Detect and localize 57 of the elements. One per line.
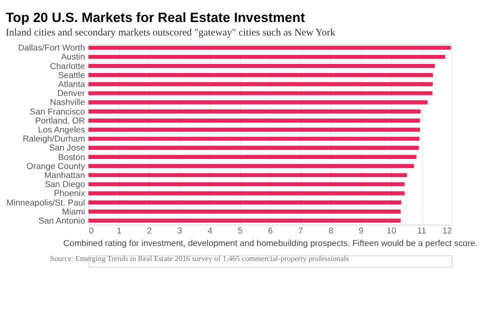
x-tick-label: 2 <box>146 226 152 236</box>
source-note: Source: Emerging Trends in Real Estate 2016 survey of 1,465 commercial-property professionals <box>50 254 349 263</box>
y-tick-label: Orange County <box>26 160 86 171</box>
bar <box>88 136 420 141</box>
x-axis-title: Combined rating for investment, development and homebuilding prospects. Fifteen would be a perfect score. <box>63 238 478 248</box>
y-tick-label: Denver <box>57 88 86 98</box>
bar <box>88 73 434 78</box>
bar <box>88 182 405 186</box>
y-tick-label: Austin <box>61 52 86 62</box>
y-tick-label: Dallas/Fort Worth <box>18 42 86 53</box>
bar <box>88 82 433 86</box>
bar <box>88 218 401 223</box>
x-tick-label: 3 <box>177 226 182 236</box>
y-tick-label: San Francisco <box>30 106 86 116</box>
bar <box>88 164 414 168</box>
x-tick-label: 9 <box>358 226 364 236</box>
y-tick-label: Atlanta <box>58 79 86 90</box>
bar <box>88 200 402 204</box>
y-tick-label: Charlotte <box>50 60 86 71</box>
x-tick-label: 10 <box>386 226 396 236</box>
y-tick-label: Seattle <box>58 70 86 80</box>
bar <box>88 173 408 178</box>
bar <box>88 91 432 96</box>
x-tick-label: 6 <box>268 226 274 236</box>
bar <box>88 118 420 123</box>
y-tick-label: Minneapolis/St. Paul <box>6 197 86 208</box>
y-tick-label: San Diego <box>44 179 86 190</box>
y-tick-label: San Jose <box>49 142 86 153</box>
chart-subtitle: Inland cities and secondary markets outscored "gateway" cities such as New York <box>6 27 336 38</box>
x-tick-label: 8 <box>328 226 334 236</box>
y-tick-label: Los Angeles <box>38 124 86 135</box>
y-tick-label: Nashville <box>50 97 86 108</box>
x-tick-label: 11 <box>417 226 426 236</box>
y-tick-label: San Antonio <box>38 216 86 226</box>
bar <box>88 100 428 104</box>
x-tick-label: 12 <box>442 226 452 236</box>
x-tick-label: 0 <box>88 226 94 236</box>
bar <box>88 209 401 214</box>
y-tick-label: Portland, OR <box>35 115 86 126</box>
x-tick-label: 1 <box>116 226 122 236</box>
x-tick-label: 4 <box>208 226 212 236</box>
y-tick-label: Raleigh/Durham <box>22 134 86 144</box>
bar <box>88 46 451 50</box>
chart-title: Top 20 U.S. Markets for Real Estate Investment <box>6 10 306 25</box>
bar <box>88 146 419 150</box>
bar <box>88 154 416 159</box>
y-tick-label: Boston <box>58 152 86 162</box>
bar <box>88 64 435 68</box>
y-tick-label: Manhattan <box>44 170 86 180</box>
y-tick-label: Miami <box>62 206 86 216</box>
bar <box>88 128 420 132</box>
x-tick-label: 7 <box>298 226 304 236</box>
y-tick-label: Phoenix <box>54 188 86 198</box>
bar <box>88 54 446 59</box>
x-tick-label: 5 <box>238 226 243 236</box>
bar <box>88 109 421 114</box>
bar <box>88 191 405 196</box>
